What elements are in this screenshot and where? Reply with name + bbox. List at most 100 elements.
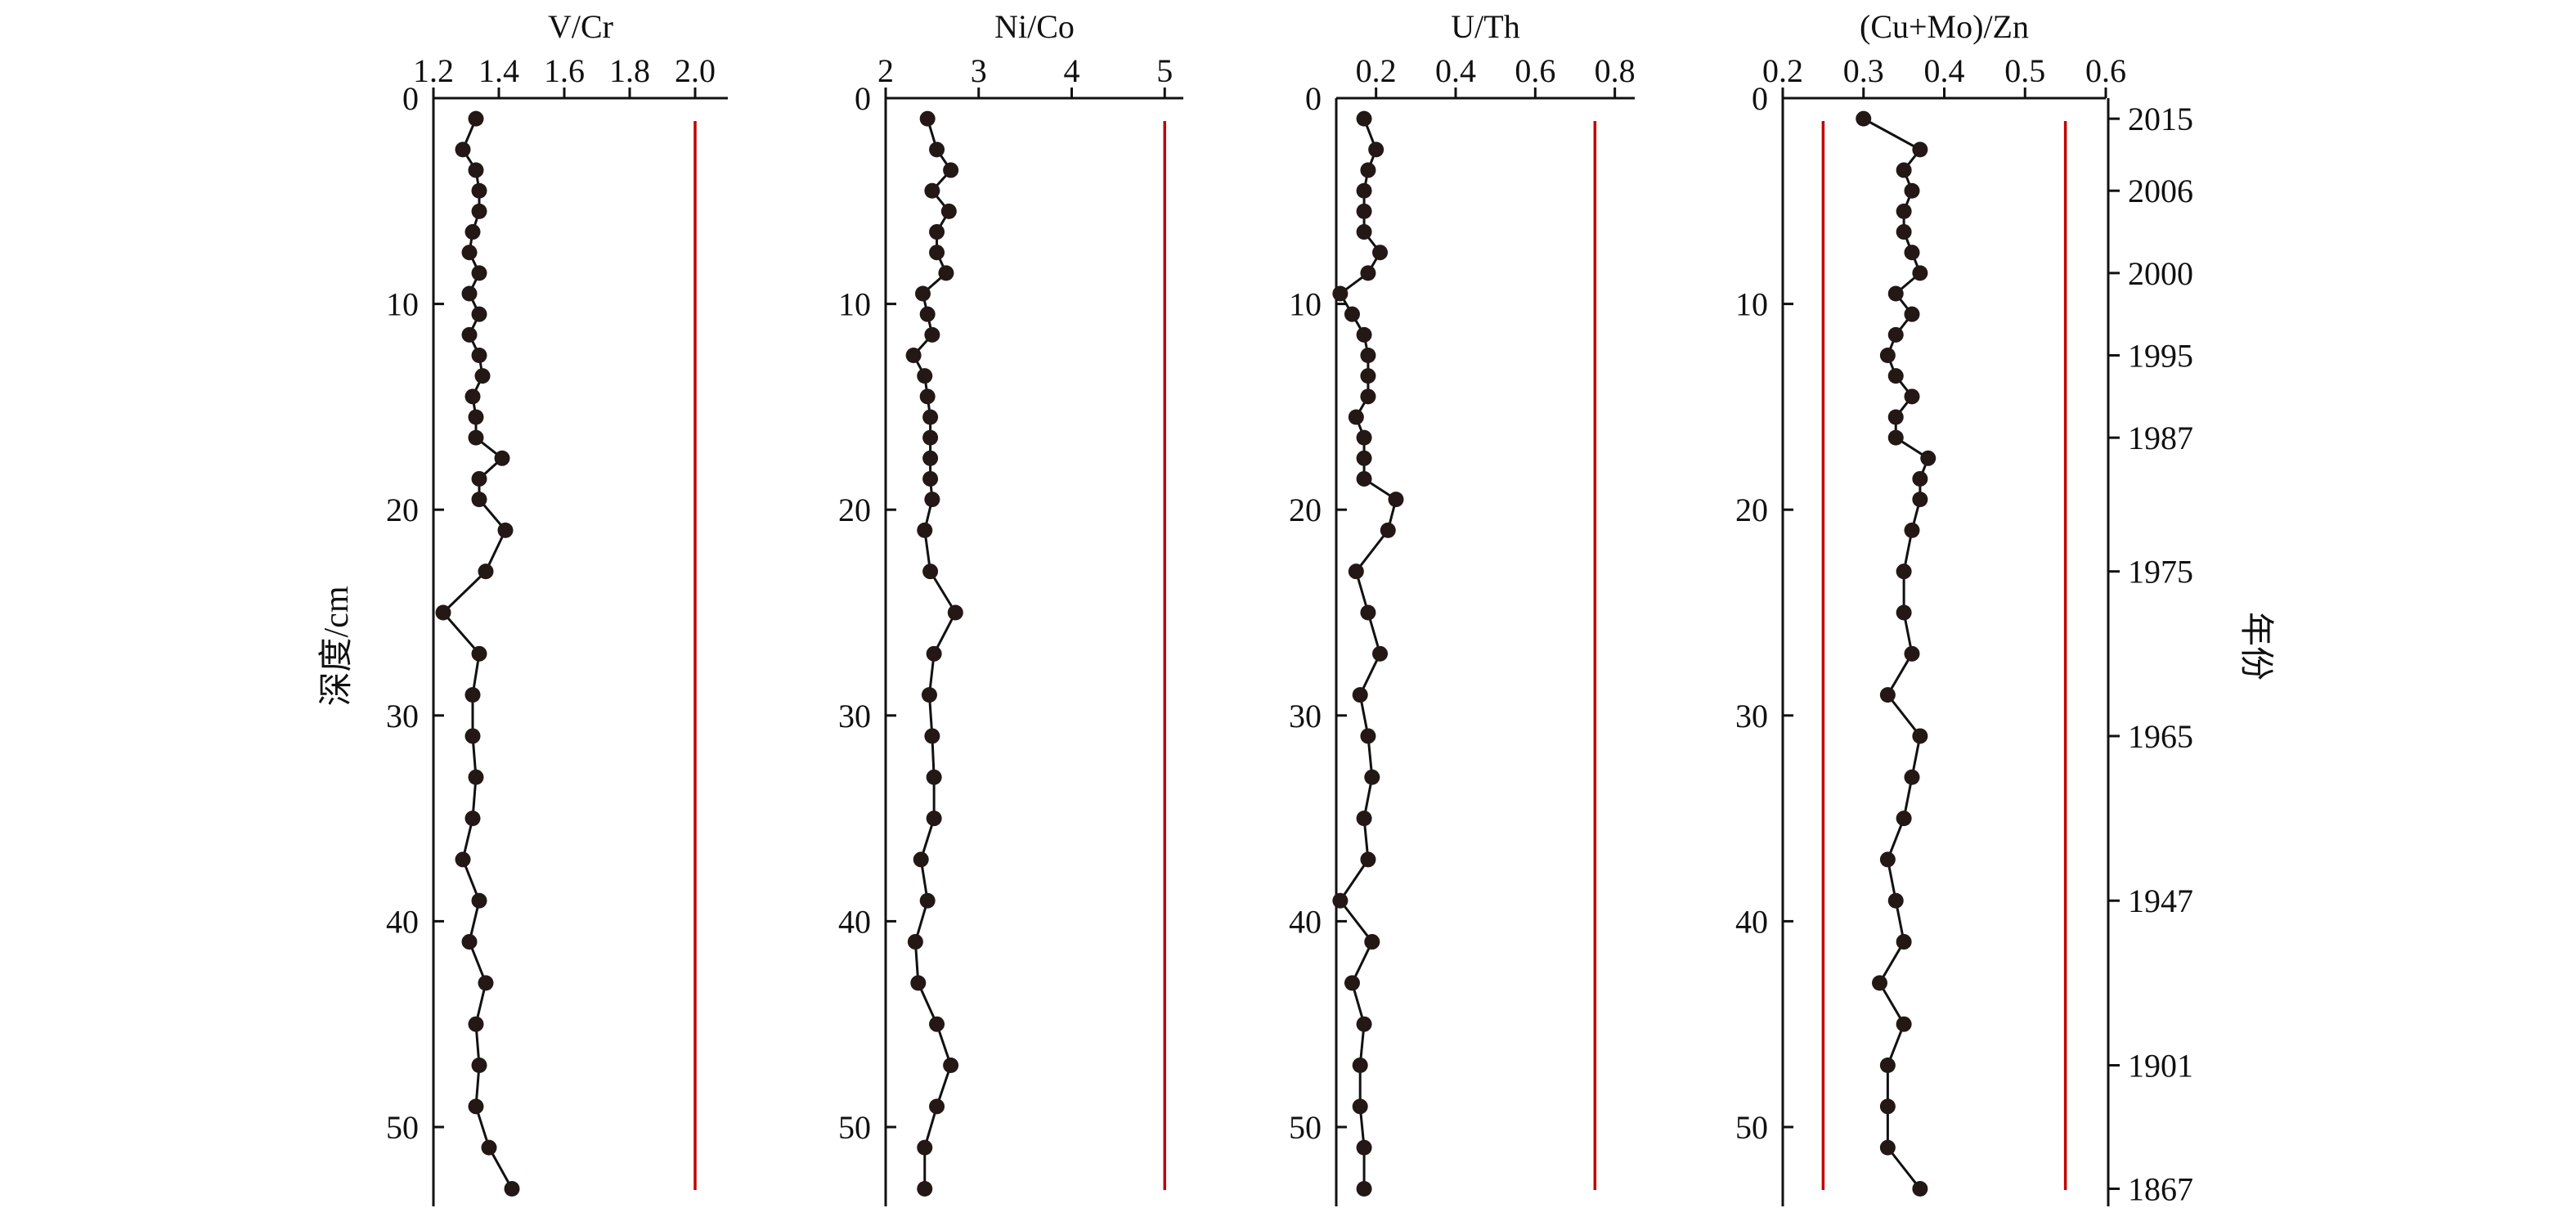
data-point [1904,306,1920,322]
data-point [943,162,959,178]
data-point [1356,429,1372,446]
y-tick-label: 20 [1289,492,1322,528]
data-point [1356,326,1372,343]
data-point [1332,892,1349,909]
data-point [455,851,471,868]
data-point [471,645,487,662]
data-point [1879,851,1896,868]
data-point [461,285,478,302]
data-point [917,1180,933,1197]
data-point [468,429,484,446]
data-point [1364,769,1380,785]
data-point [1912,470,1928,487]
year-tick-label: 1965 [2128,718,2193,755]
data-point [1879,687,1896,703]
y-tick-label: 50 [1735,1109,1768,1146]
data-point [1896,934,1912,950]
data-point [1368,141,1384,158]
data-point [1360,162,1376,178]
y-tick-label: 10 [1289,286,1322,323]
data-point [471,470,487,487]
data-point [1912,492,1928,508]
data-point [471,265,487,281]
data-point [468,409,484,425]
year-tick-label: 2006 [2128,173,2193,209]
data-point [926,769,942,785]
data-point [922,409,939,425]
data-point [1896,604,1912,621]
data-point [1356,110,1372,127]
data-point [915,285,931,302]
data-point [474,368,491,384]
data-point [1879,348,1896,363]
y-tick-label: 40 [1735,903,1768,940]
data-point [1912,141,1928,158]
data-point [1872,975,1887,991]
data-point [1388,492,1404,508]
data-point [1920,450,1936,466]
year-axis: 2015 2006 2000 1995 1987 1975 1965 1947 1901 1867 [2107,98,2193,1207]
data-point [1360,604,1376,621]
y-tick-label: 30 [386,698,419,734]
x-tick-label: 4 [1064,52,1080,89]
y-tick-label: 30 [838,698,871,734]
data-point [1344,306,1360,322]
x-tick-label: 0.2 [1762,52,1803,89]
data-point [919,388,936,405]
data-point [478,975,494,991]
data-point [464,388,481,405]
year-tick-label: 1947 [2128,882,2193,919]
data-point [471,182,487,199]
data-point [1912,1180,1928,1197]
x-tick-label: 2 [877,52,894,89]
data-point [1348,409,1364,425]
data-point [1372,245,1389,261]
data-point [1360,728,1376,744]
data-point [1887,892,1904,909]
year-tick-label: 1995 [2128,338,2193,375]
data-point [455,141,471,158]
data-point [929,141,945,158]
data-point [943,1058,959,1074]
y-tick-label: 0 [402,80,419,117]
data-point [1360,388,1376,405]
data-point [464,728,481,744]
data-point [1356,811,1372,827]
data-point [919,892,936,909]
data-point [1896,1016,1912,1032]
data-point [1356,450,1372,466]
x-tick-label: 0.2 [1356,52,1397,89]
data-point [1887,409,1904,425]
data-point [905,348,922,363]
data-point [1356,203,1372,219]
data-point [1896,203,1912,219]
y-tick-label: 40 [1289,903,1322,940]
x-tick-label: 0.4 [1435,52,1476,89]
data-point [1904,182,1920,199]
data-point [924,728,940,744]
x-tick-label: 0.3 [1843,52,1884,89]
data-point [1904,245,1920,261]
y-tick-label: 30 [1735,698,1768,734]
panel-3: U/Th 0.2 0.4 0.6 0.8 0 10 20 30 40 50 [1289,8,1636,1206]
data-point [497,522,514,538]
data-point [921,687,937,703]
data-point [1360,368,1376,384]
x-tick-label: 1.4 [478,52,519,89]
data-point [468,1098,484,1115]
data-point [1360,265,1376,281]
year-axis-label: 年份 [2237,612,2275,680]
data-point [461,934,478,950]
data-point [464,224,481,240]
data-point [907,934,923,950]
data-point [1356,224,1372,240]
data-point [1352,1058,1368,1074]
data-point [1356,1139,1372,1156]
data-point [1360,851,1376,868]
data-point [922,564,939,580]
panel-title: V/Cr [548,8,613,45]
panel-4: (Cu+Mo)/Zn 0.2 0.3 0.4 0.5 0.6 0 10 20 30 40 50 [1735,8,2126,1206]
data-point [471,203,487,219]
x-tick-label: 0.4 [1924,52,1965,89]
year-tick-label: 2015 [2128,101,2193,137]
